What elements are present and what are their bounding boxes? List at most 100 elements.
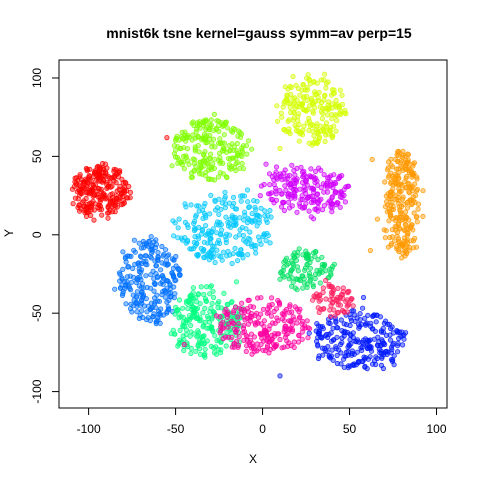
data-point [388, 350, 395, 356]
data-point [230, 194, 237, 200]
data-point [207, 122, 213, 128]
data-point [408, 168, 415, 174]
data-point [317, 269, 323, 275]
data-point [201, 291, 207, 298]
data-point [245, 235, 251, 241]
data-point [104, 165, 110, 171]
data-point [222, 201, 229, 207]
data-point [183, 154, 189, 160]
data-point [160, 253, 166, 259]
data-point [207, 155, 213, 161]
data-point [207, 291, 213, 297]
data-point [343, 321, 350, 328]
data-point [378, 362, 385, 368]
data-point [253, 250, 259, 256]
data-point [164, 308, 170, 315]
data-point [222, 189, 228, 195]
data-point [264, 310, 270, 316]
data-point [388, 241, 394, 247]
data-point [314, 191, 321, 197]
data-point [243, 239, 249, 245]
data-point [104, 195, 110, 201]
data-point [94, 191, 100, 197]
data-point [192, 310, 198, 316]
data-point [310, 140, 316, 146]
data-point [281, 264, 287, 270]
data-point [202, 346, 208, 352]
data-point [254, 341, 260, 347]
data-point [413, 244, 419, 250]
data-point [180, 322, 186, 328]
data-point [402, 179, 408, 185]
data-point [207, 232, 213, 238]
data-point [277, 187, 283, 194]
data-point [212, 156, 218, 162]
data-point [155, 317, 161, 323]
data-point [73, 175, 80, 181]
data-point [251, 345, 257, 351]
data-point [386, 173, 392, 179]
data-point [315, 343, 321, 349]
data-point [412, 235, 418, 241]
data-point [201, 163, 207, 169]
data-point [131, 237, 137, 243]
data-point [210, 254, 216, 260]
data-point [140, 314, 146, 321]
data-point [190, 289, 196, 296]
data-point [304, 318, 310, 324]
data-point [282, 84, 288, 90]
data-point [148, 255, 154, 261]
data-point [195, 203, 202, 209]
data-point [359, 344, 365, 350]
data-point [330, 263, 336, 270]
data-point [315, 256, 321, 263]
data-point [74, 182, 80, 188]
data-point [294, 209, 300, 215]
data-point [170, 218, 176, 224]
data-point [271, 341, 277, 347]
data-point [295, 268, 301, 274]
data-point [244, 315, 250, 321]
data-point [327, 128, 333, 134]
data-point [208, 343, 214, 349]
data-point [219, 123, 226, 129]
data-point [283, 96, 289, 102]
data-point [154, 298, 160, 304]
data-point [268, 295, 275, 301]
data-point [350, 308, 357, 314]
data-point [403, 214, 409, 220]
data-point [395, 335, 402, 342]
data-point [389, 358, 396, 364]
data-point [296, 276, 302, 282]
data-point [122, 179, 128, 185]
x-axis: -100 -50 0 50 100 [77, 407, 447, 436]
data-point [81, 186, 87, 192]
data-point [79, 191, 85, 197]
data-point [392, 224, 398, 230]
data-point [266, 339, 272, 345]
data-point [224, 314, 230, 320]
data-point [307, 123, 314, 129]
data-point [261, 318, 267, 324]
data-point [192, 225, 198, 231]
data-point [342, 199, 348, 205]
data-point [402, 185, 408, 191]
data-point [231, 144, 237, 150]
data-point [312, 275, 318, 282]
data-point [302, 265, 308, 271]
data-point [254, 310, 260, 316]
data-point [273, 169, 279, 175]
data-point [137, 274, 143, 280]
data-point [393, 215, 399, 221]
data-point [83, 165, 90, 172]
data-point [397, 188, 403, 194]
data-point [140, 293, 146, 300]
data-point [291, 115, 297, 121]
data-point [195, 168, 201, 174]
data-point [290, 314, 296, 320]
data-point [310, 216, 317, 222]
data-point [306, 326, 313, 332]
data-point [96, 164, 103, 170]
data-point [108, 184, 114, 190]
x-tick-label: -100 [77, 422, 101, 436]
